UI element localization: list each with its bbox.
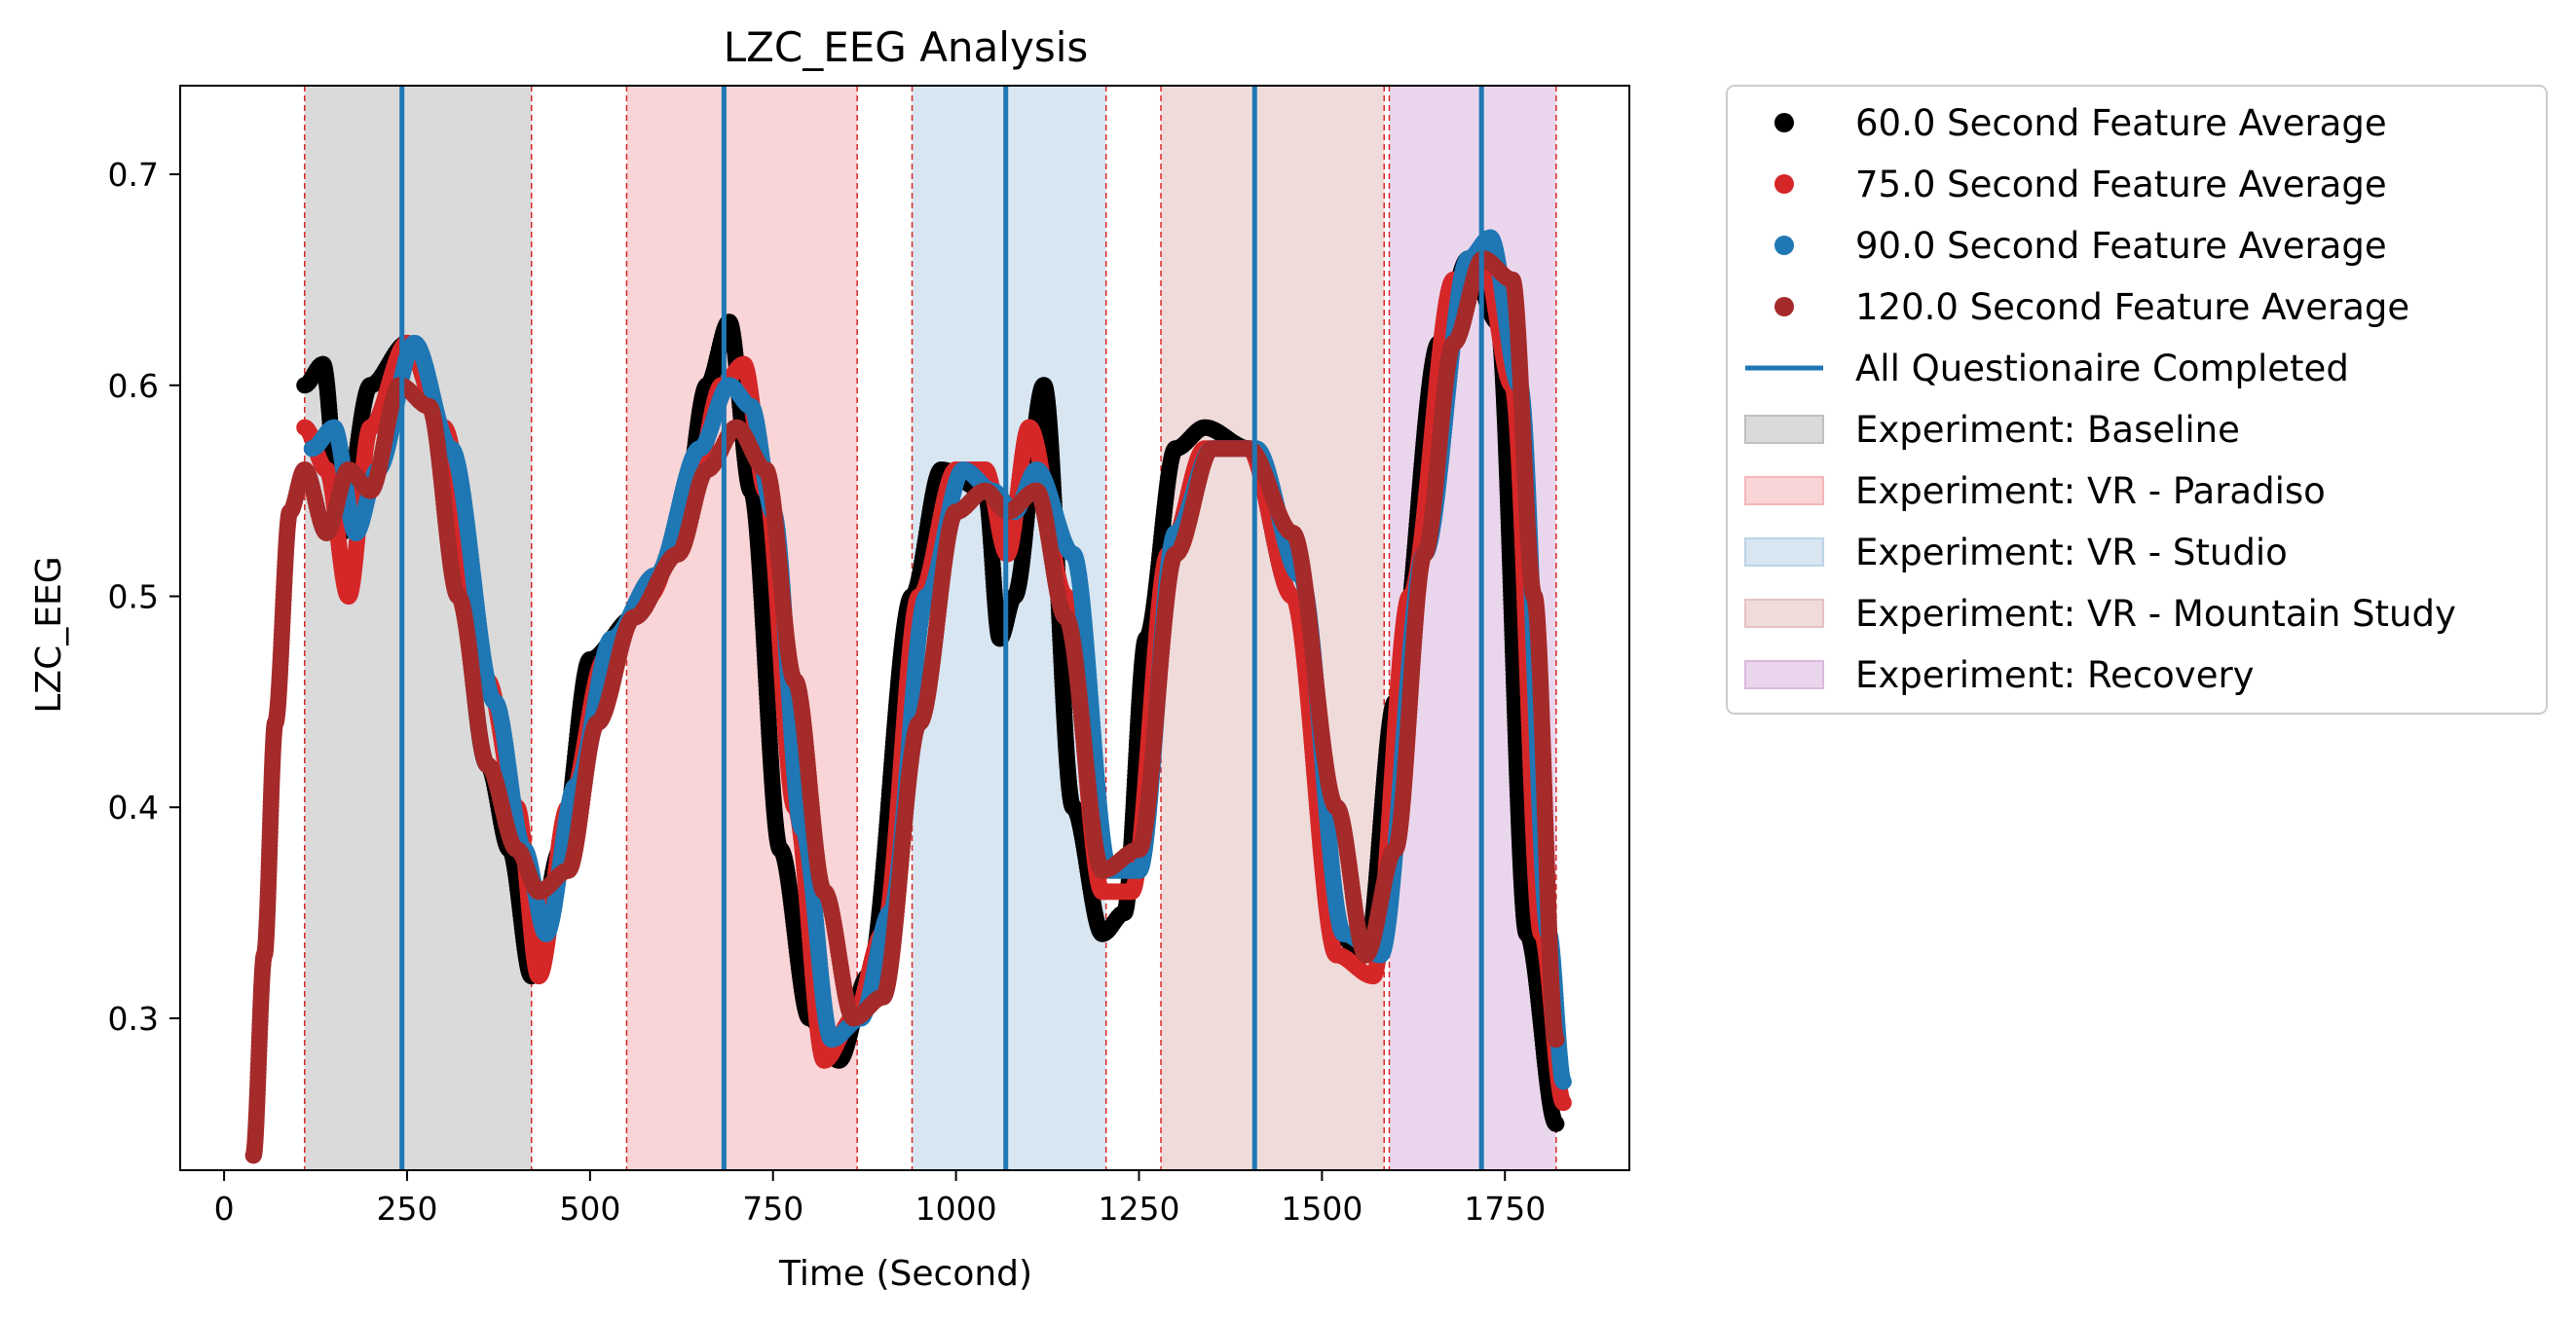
x-tick-label: 250 (376, 1190, 437, 1228)
legend-entry-7: Experiment: VR - Studio (1744, 532, 2288, 573)
legend-patch (1744, 476, 1824, 505)
x-axis-ticks: 0 250 500 750 1000 1250 1500 1750 (214, 1170, 1546, 1228)
legend-marker (1774, 174, 1794, 194)
legend-entry-4: All Questionaire Completed (1745, 348, 2349, 389)
point (1548, 1031, 1565, 1049)
legend-patch (1744, 660, 1824, 689)
legend-label: Experiment: VR - Mountain Study (1855, 593, 2456, 635)
x-tick-label: 1750 (1464, 1190, 1546, 1228)
legend-label: Experiment: Recovery (1855, 654, 2255, 696)
legend-patch (1744, 415, 1824, 444)
legend-label: Experiment: VR - Studio (1855, 532, 2288, 573)
y-tick-label: 0.3 (108, 1000, 159, 1038)
x-tick-label: 500 (559, 1190, 620, 1228)
experiment-boundary-lines (304, 86, 1557, 1170)
legend: 60.0 Second Feature Average 75.0 Second F… (1726, 85, 2548, 715)
legend-marker (1774, 113, 1794, 132)
legend-box (1726, 85, 2548, 715)
y-axis-ticks: 0.3 0.4 0.5 0.6 0.7 (108, 156, 180, 1038)
legend-patch (1744, 537, 1824, 567)
legend-entry-0: 60.0 Second Feature Average (1774, 102, 2387, 144)
y-tick-label: 0.6 (108, 367, 159, 405)
legend-entry-5: Experiment: Baseline (1744, 409, 2240, 451)
legend-label: 120.0 Second Feature Average (1855, 286, 2409, 328)
x-tick-label: 1000 (915, 1190, 997, 1228)
legend-marker (1774, 236, 1794, 255)
questionnaire-lines (399, 86, 1484, 1170)
data-series (244, 229, 1572, 1164)
x-tick-label: 750 (742, 1190, 803, 1228)
legend-entry-9: Experiment: Recovery (1744, 654, 2255, 696)
series-3 (244, 250, 1565, 1164)
region-0 (304, 86, 532, 1170)
x-tick-label: 1250 (1098, 1190, 1179, 1228)
legend-label: All Questionaire Completed (1855, 348, 2349, 389)
point (1554, 1094, 1572, 1112)
legend-entry-2: 90.0 Second Feature Average (1774, 225, 2387, 267)
x-axis-label: Time (Second) (778, 1254, 1032, 1294)
legend-patch (1744, 599, 1824, 628)
legend-marker (1774, 297, 1794, 316)
x-tick-label: 1500 (1281, 1190, 1363, 1228)
plot-frame (179, 85, 1630, 1171)
legend-label: 60.0 Second Feature Average (1855, 102, 2387, 144)
y-axis-label: LZC_EEG (29, 556, 69, 713)
legend-items: 60.0 Second Feature Average 75.0 Second F… (1744, 102, 2456, 696)
legend-entry-1: 75.0 Second Feature Average (1774, 164, 2387, 205)
legend-label: 75.0 Second Feature Average (1855, 164, 2387, 205)
legend-entry-6: Experiment: VR - Paradiso (1744, 470, 2326, 512)
point (1548, 1115, 1565, 1132)
legend-label: Experiment: VR - Paradiso (1855, 470, 2326, 512)
point (1554, 1073, 1572, 1090)
legend-entry-8: Experiment: VR - Mountain Study (1744, 593, 2456, 635)
legend-label: Experiment: Baseline (1855, 409, 2240, 451)
y-tick-label: 0.4 (108, 789, 159, 827)
legend-entry-3: 120.0 Second Feature Average (1774, 286, 2409, 328)
x-tick-label: 0 (214, 1190, 235, 1228)
y-tick-label: 0.5 (108, 577, 159, 615)
y-tick-label: 0.7 (108, 156, 159, 194)
legend-label: 90.0 Second Feature Average (1855, 225, 2387, 267)
region-3 (1161, 86, 1385, 1170)
chart-title: LZC_EEG Analysis (724, 23, 1089, 71)
